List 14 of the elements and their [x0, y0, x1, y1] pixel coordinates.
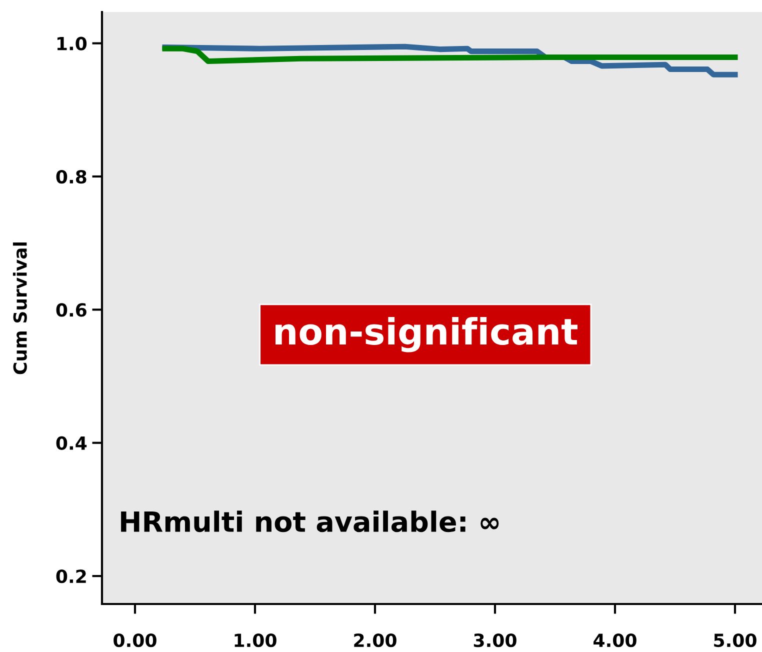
annotation: HRmulti not available: ∞ — [121, 510, 499, 532]
x-tick-label: 2.00 — [354, 633, 396, 648]
y-tick-label: 0.2 — [56, 569, 86, 584]
y-tick-label: 0.6 — [56, 303, 86, 317]
y-tick-label: 0.4 — [56, 436, 87, 450]
x-tick-label: 1.00 — [234, 633, 276, 648]
x-tick-label: 5.00 — [714, 633, 756, 648]
annotation: non-significant — [276, 317, 578, 352]
x-tick-label: 0.00 — [114, 633, 156, 648]
y-axis-title: Cum Survival — [12, 242, 27, 374]
x-tick-label: 3.00 — [474, 633, 516, 648]
x-tick-label: 4.00 — [594, 633, 636, 648]
y-tick-label: 0.8 — [56, 170, 86, 184]
y-tick-label: 1.0 — [57, 36, 87, 50]
